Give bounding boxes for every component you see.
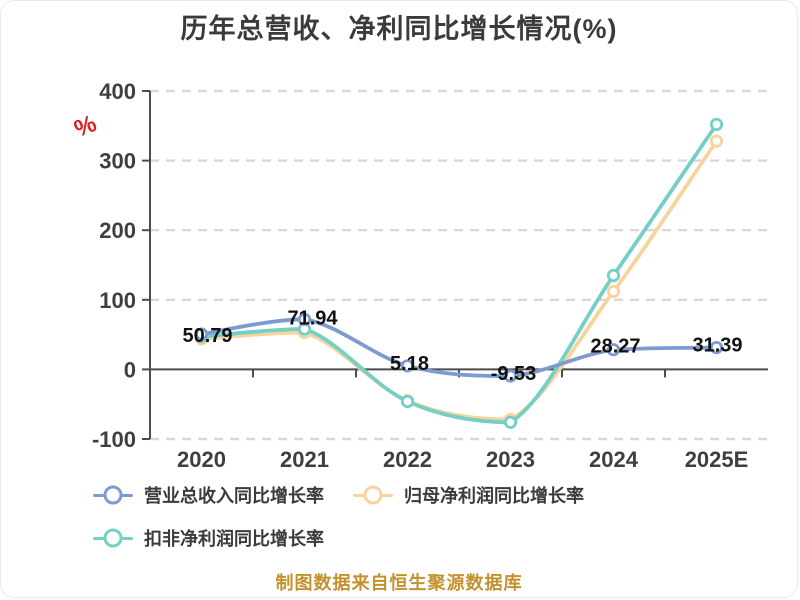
data-labels: 50.79 71.94 5.18 -9.53 28.27 31.39 [182, 307, 742, 385]
series-non_gaap [194, 117, 724, 429]
legend-item-net_profit[interactable]: 归母净利润同比增长率 [353, 482, 584, 508]
data-point-label: 31.39 [692, 335, 742, 357]
legend-label: 归母净利润同比增长率 [404, 486, 584, 506]
data-point [400, 359, 415, 373]
svg-text:-100: -100 [92, 427, 136, 452]
data-source-caption: 制图数据来自恒生聚源数据库 [275, 573, 523, 593]
y-axis-labels: 400 300 200 100 0 -100 [92, 79, 136, 452]
svg-text:0: 0 [124, 357, 136, 382]
data-point [606, 284, 621, 299]
data-point-label: 5.18 [390, 353, 429, 375]
series-net_profit [194, 134, 724, 427]
data-point [709, 340, 724, 355]
svg-text:100: 100 [99, 288, 136, 313]
svg-text:2022: 2022 [383, 447, 432, 472]
data-point [709, 117, 724, 132]
data-point [297, 312, 312, 326]
chart-title: 历年总营收、净利同比增长情况(%) [180, 14, 618, 44]
data-point [606, 268, 621, 283]
svg-text:2024: 2024 [589, 447, 639, 472]
svg-text:200: 200 [99, 218, 136, 243]
data-point [606, 343, 621, 357]
data-point [709, 134, 724, 148]
data-point-label: 71.94 [287, 307, 338, 329]
gridlines [150, 89, 768, 441]
legend-label: 扣非净利润同比增长率 [144, 529, 324, 549]
svg-text:400: 400 [99, 79, 136, 104]
legend-item-non_gaap[interactable]: 扣非净利润同比增长率 [93, 525, 324, 551]
svg-text:2020: 2020 [177, 447, 226, 472]
data-point-label: 50.79 [182, 325, 232, 347]
svg-text:2023: 2023 [486, 447, 535, 472]
svg-text:300: 300 [99, 149, 136, 174]
legend-line-marker-icon [93, 485, 133, 505]
legend-line-marker-icon [353, 485, 393, 505]
data-point-label: 28.27 [590, 336, 640, 358]
data-point [194, 327, 209, 341]
data-point [503, 369, 518, 383]
data-point-label: -9.53 [491, 363, 537, 385]
svg-text:2021: 2021 [280, 447, 329, 472]
svg-text:2025E: 2025E [685, 447, 749, 472]
x-axis-labels: 2020 2021 2022 2023 2024 2025E [177, 447, 748, 472]
axes [142, 90, 768, 440]
series-revenue [194, 312, 724, 383]
data-point [503, 415, 518, 429]
data-point [400, 394, 415, 409]
legend-label: 营业总收入同比增长率 [144, 486, 324, 506]
legend-line-marker-icon [93, 528, 133, 548]
legend-item-revenue[interactable]: 营业总收入同比增长率 [93, 482, 324, 508]
